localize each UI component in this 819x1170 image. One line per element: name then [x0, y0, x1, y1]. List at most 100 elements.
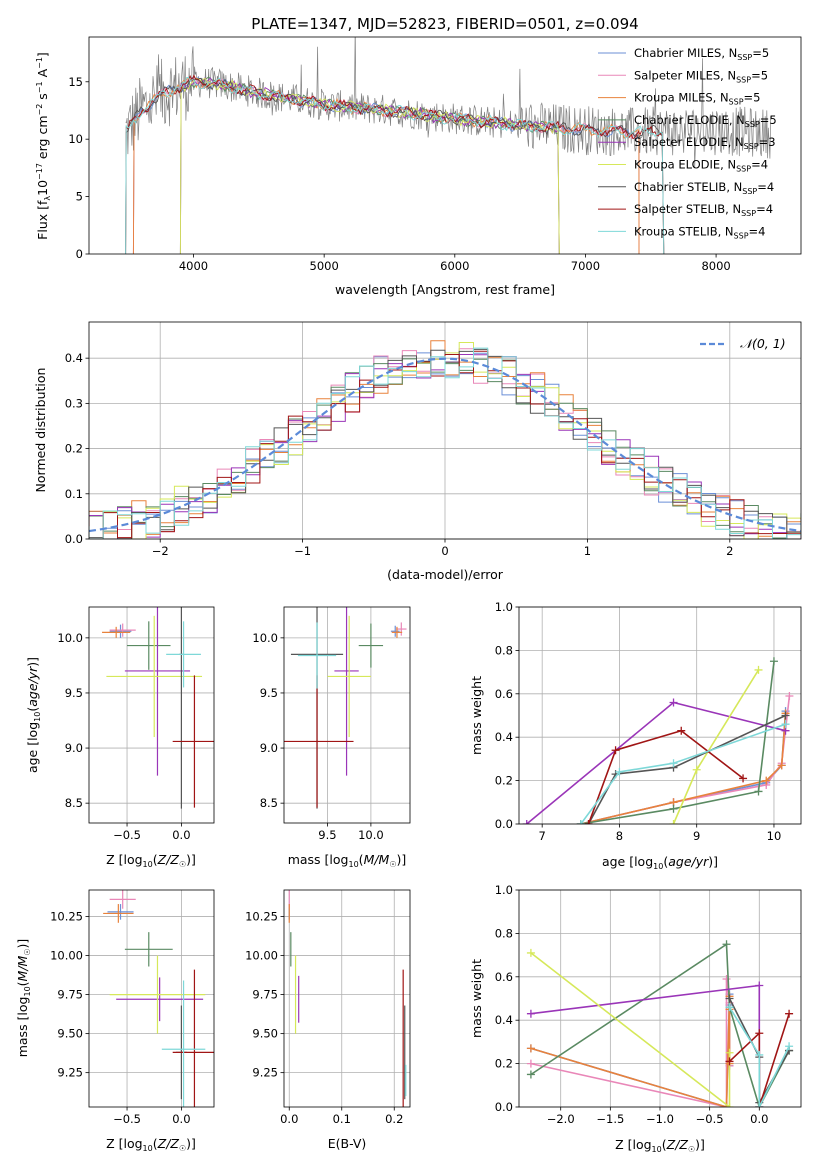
y-tick-label: 9.5 — [260, 686, 278, 700]
weight-marker — [739, 774, 748, 783]
axes-frame: 4000 5000 6000 7000 8000 0 5 10 15 wavelength [An… — [35, 36, 802, 297]
weight-marker — [526, 1044, 535, 1053]
y-tick-label: 10 — [68, 132, 83, 146]
x-tick-label: 5000 — [310, 259, 339, 273]
weight-marker — [725, 994, 734, 1003]
weight-marker — [615, 767, 624, 776]
weight-marker — [725, 1003, 734, 1012]
x-tick-label: 0.0 — [172, 828, 190, 842]
y-tick-label: 1.0 — [495, 883, 513, 897]
legend-label: Salpeter MILES, NSSP=5 — [634, 68, 768, 84]
weight-marker — [669, 804, 678, 813]
plot-area — [522, 657, 794, 824]
x-tick-label: 0.0 — [750, 1112, 768, 1126]
weight-marker — [781, 711, 790, 720]
y-tick-label: 9.5 — [65, 686, 83, 700]
x-tick-label: −1 — [294, 544, 311, 558]
panel-residuals: −2 −1 0 1 2 0.0 0.1 0.2 0.3 0.4 𝒩(0, 1) (data-model… — [33, 321, 802, 582]
axes-frame: −0.5 0.0 8.5 9.0 9.5 10.0 Z [log10(Z/Z☉)] age [… — [25, 606, 215, 869]
weight-marker — [754, 665, 763, 674]
x-axis-label: age [log10(age/yr)] — [602, 854, 718, 871]
weight-marker — [669, 759, 678, 768]
plot-area — [102, 607, 214, 809]
y-tick-label: 9.50 — [252, 1027, 278, 1041]
residual-histogram — [89, 347, 801, 539]
x-tick-label: 7 — [539, 829, 546, 843]
axes-frame: 9.5 10.0 8.5 9.0 9.5 10.0 mass [log10(M/M☉)] — [252, 606, 411, 869]
x-tick-label: −0.5 — [696, 1112, 724, 1126]
y-tick-label: 15 — [68, 75, 83, 89]
y-tick-label: 10.00 — [245, 949, 278, 963]
axes-box — [88, 889, 215, 1108]
weight-marker — [755, 981, 764, 990]
weight-marker — [526, 1059, 535, 1068]
y-axis-label: Normed distribution — [33, 368, 48, 493]
x-tick-label: 0.2 — [385, 1112, 403, 1126]
y-tick-label: 0.2 — [65, 442, 83, 456]
y-tick-label: 10.25 — [245, 910, 278, 924]
x-axis-label: wavelength [Angstrom, rest frame] — [335, 282, 555, 297]
weight-marker — [526, 1009, 535, 1018]
weight-marker — [611, 746, 620, 755]
y-tick-label: 0.1 — [65, 487, 83, 501]
weight-marker — [754, 787, 763, 796]
x-tick-label: 1 — [584, 544, 591, 558]
panel-mass-EBV: 0.0 0.1 0.2 9.25 9.50 9.75 10.00 10.25 E(B-V) — [245, 889, 411, 1151]
x-axis-label: (data-model)/error — [387, 567, 504, 582]
x-axis-label: E(B-V) — [328, 1136, 367, 1151]
plot-area — [103, 890, 214, 1107]
x-tick-label: −0.5 — [113, 1112, 141, 1126]
legend-label: Kroupa MILES, NSSP=5 — [634, 91, 760, 107]
x-tick-label: 0.0 — [172, 1112, 190, 1126]
weight-marker — [722, 974, 731, 983]
x-tick-label: 2 — [726, 544, 733, 558]
legend-label: 𝒩(0, 1) — [740, 336, 786, 351]
legend-label: Kroupa STELIB, NSSP=4 — [634, 224, 765, 240]
weight-marker — [584, 820, 593, 824]
weight-marker — [722, 940, 731, 949]
x-tick-label: −0.5 — [113, 828, 141, 842]
y-tick-label: 10.00 — [50, 949, 83, 963]
x-tick-label: 7000 — [571, 259, 600, 273]
legend-label: Chabrier MILES, NSSP=5 — [634, 46, 769, 62]
x-tick-label: 0.0 — [280, 1112, 298, 1126]
y-tick-label: 0.4 — [65, 351, 83, 365]
weight-marker — [526, 1070, 535, 1079]
weight-marker — [576, 820, 585, 824]
weight-line — [580, 723, 786, 824]
y-tick-label: 0.3 — [65, 396, 83, 410]
weight-marker — [785, 1042, 794, 1051]
weight-marker — [677, 726, 686, 735]
weight-marker — [669, 698, 678, 707]
y-tick-label: 8.5 — [65, 796, 83, 810]
x-tick-label: 8 — [616, 829, 623, 843]
axes-frame: 7 8 9 10 0.0 0.2 0.4 0.6 0.8 1.0 age [log10(age/yr… — [469, 600, 802, 871]
grid — [284, 890, 410, 1107]
x-axis-label: Z [log10(Z/Z☉)] — [615, 1137, 705, 1154]
y-tick-label: 9.0 — [65, 741, 83, 755]
y-tick-label: 0.4 — [495, 1013, 513, 1027]
panel-spectrum: 4000 5000 6000 7000 8000 0 5 10 15 wavelength [An… — [35, 36, 802, 297]
x-axis-label: Z [log10(Z/Z☉)] — [106, 1136, 196, 1153]
x-tick-label: 9.5 — [318, 828, 336, 842]
weight-marker — [725, 1048, 734, 1057]
y-tick-label: 0.8 — [495, 643, 513, 657]
y-tick-label: 0.0 — [495, 817, 513, 831]
axes-frame: −2 −1 0 1 2 0.0 0.1 0.2 0.3 0.4 𝒩(0, 1) (data-model… — [33, 321, 802, 582]
model-spectrum — [125, 77, 665, 254]
legend-label: Chabrier STELIB, NSSP=4 — [634, 180, 774, 196]
model-spectrum — [132, 76, 640, 254]
y-tick-label: 0.2 — [495, 1057, 513, 1071]
model-spectrum — [125, 74, 665, 254]
x-tick-label: 8000 — [701, 259, 730, 273]
axes-frame: −0.5 0.0 9.25 9.50 9.75 10.00 10.25 Z [log10(Z/… — [15, 889, 215, 1153]
y-tick-label: 0.0 — [65, 532, 83, 546]
weight-marker — [725, 1057, 734, 1066]
y-tick-label: 1.0 — [495, 600, 513, 614]
weight-marker — [755, 1029, 764, 1038]
model-spectrum — [125, 76, 665, 254]
legend-label: Kroupa ELODIE, NSSP=4 — [634, 158, 768, 174]
y-tick-label: 0.0 — [495, 1100, 513, 1114]
y-axis-label: mass weight — [469, 676, 484, 755]
